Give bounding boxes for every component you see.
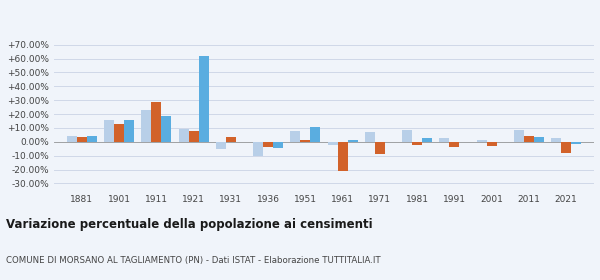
Bar (188, 131, 199, 142)
Bar (375, 142, 385, 154)
Bar (571, 142, 581, 144)
Bar (179, 129, 188, 142)
Bar (104, 120, 114, 142)
Bar (67, 136, 77, 142)
Bar (263, 142, 273, 147)
Bar (422, 138, 432, 142)
Bar (216, 142, 226, 149)
Bar (199, 56, 209, 142)
Bar (151, 102, 161, 142)
Bar (253, 142, 263, 157)
Bar (347, 140, 358, 142)
Bar (301, 140, 310, 142)
Bar (365, 132, 375, 142)
Bar (449, 142, 460, 147)
Bar (142, 110, 151, 142)
Bar (114, 124, 124, 142)
Bar (273, 142, 283, 148)
Bar (328, 142, 338, 144)
Bar (514, 130, 524, 142)
Bar (338, 142, 347, 171)
Bar (476, 141, 487, 142)
Bar (310, 127, 320, 142)
Bar (487, 142, 497, 146)
Bar (524, 136, 534, 142)
Bar (561, 142, 571, 153)
Bar (87, 136, 97, 142)
Bar (226, 137, 236, 142)
Text: COMUNE DI MORSANO AL TAGLIAMENTO (PN) - Dati ISTAT - Elaborazione TUTTITALIA.IT: COMUNE DI MORSANO AL TAGLIAMENTO (PN) - … (6, 256, 380, 265)
Bar (290, 131, 301, 142)
Bar (551, 138, 561, 142)
Bar (439, 138, 449, 142)
Bar (412, 142, 422, 144)
Bar (124, 120, 134, 142)
Bar (161, 116, 172, 142)
Bar (77, 137, 87, 142)
Bar (402, 130, 412, 142)
Text: Variazione percentuale della popolazione ai censimenti: Variazione percentuale della popolazione… (6, 218, 373, 231)
Bar (534, 137, 544, 142)
